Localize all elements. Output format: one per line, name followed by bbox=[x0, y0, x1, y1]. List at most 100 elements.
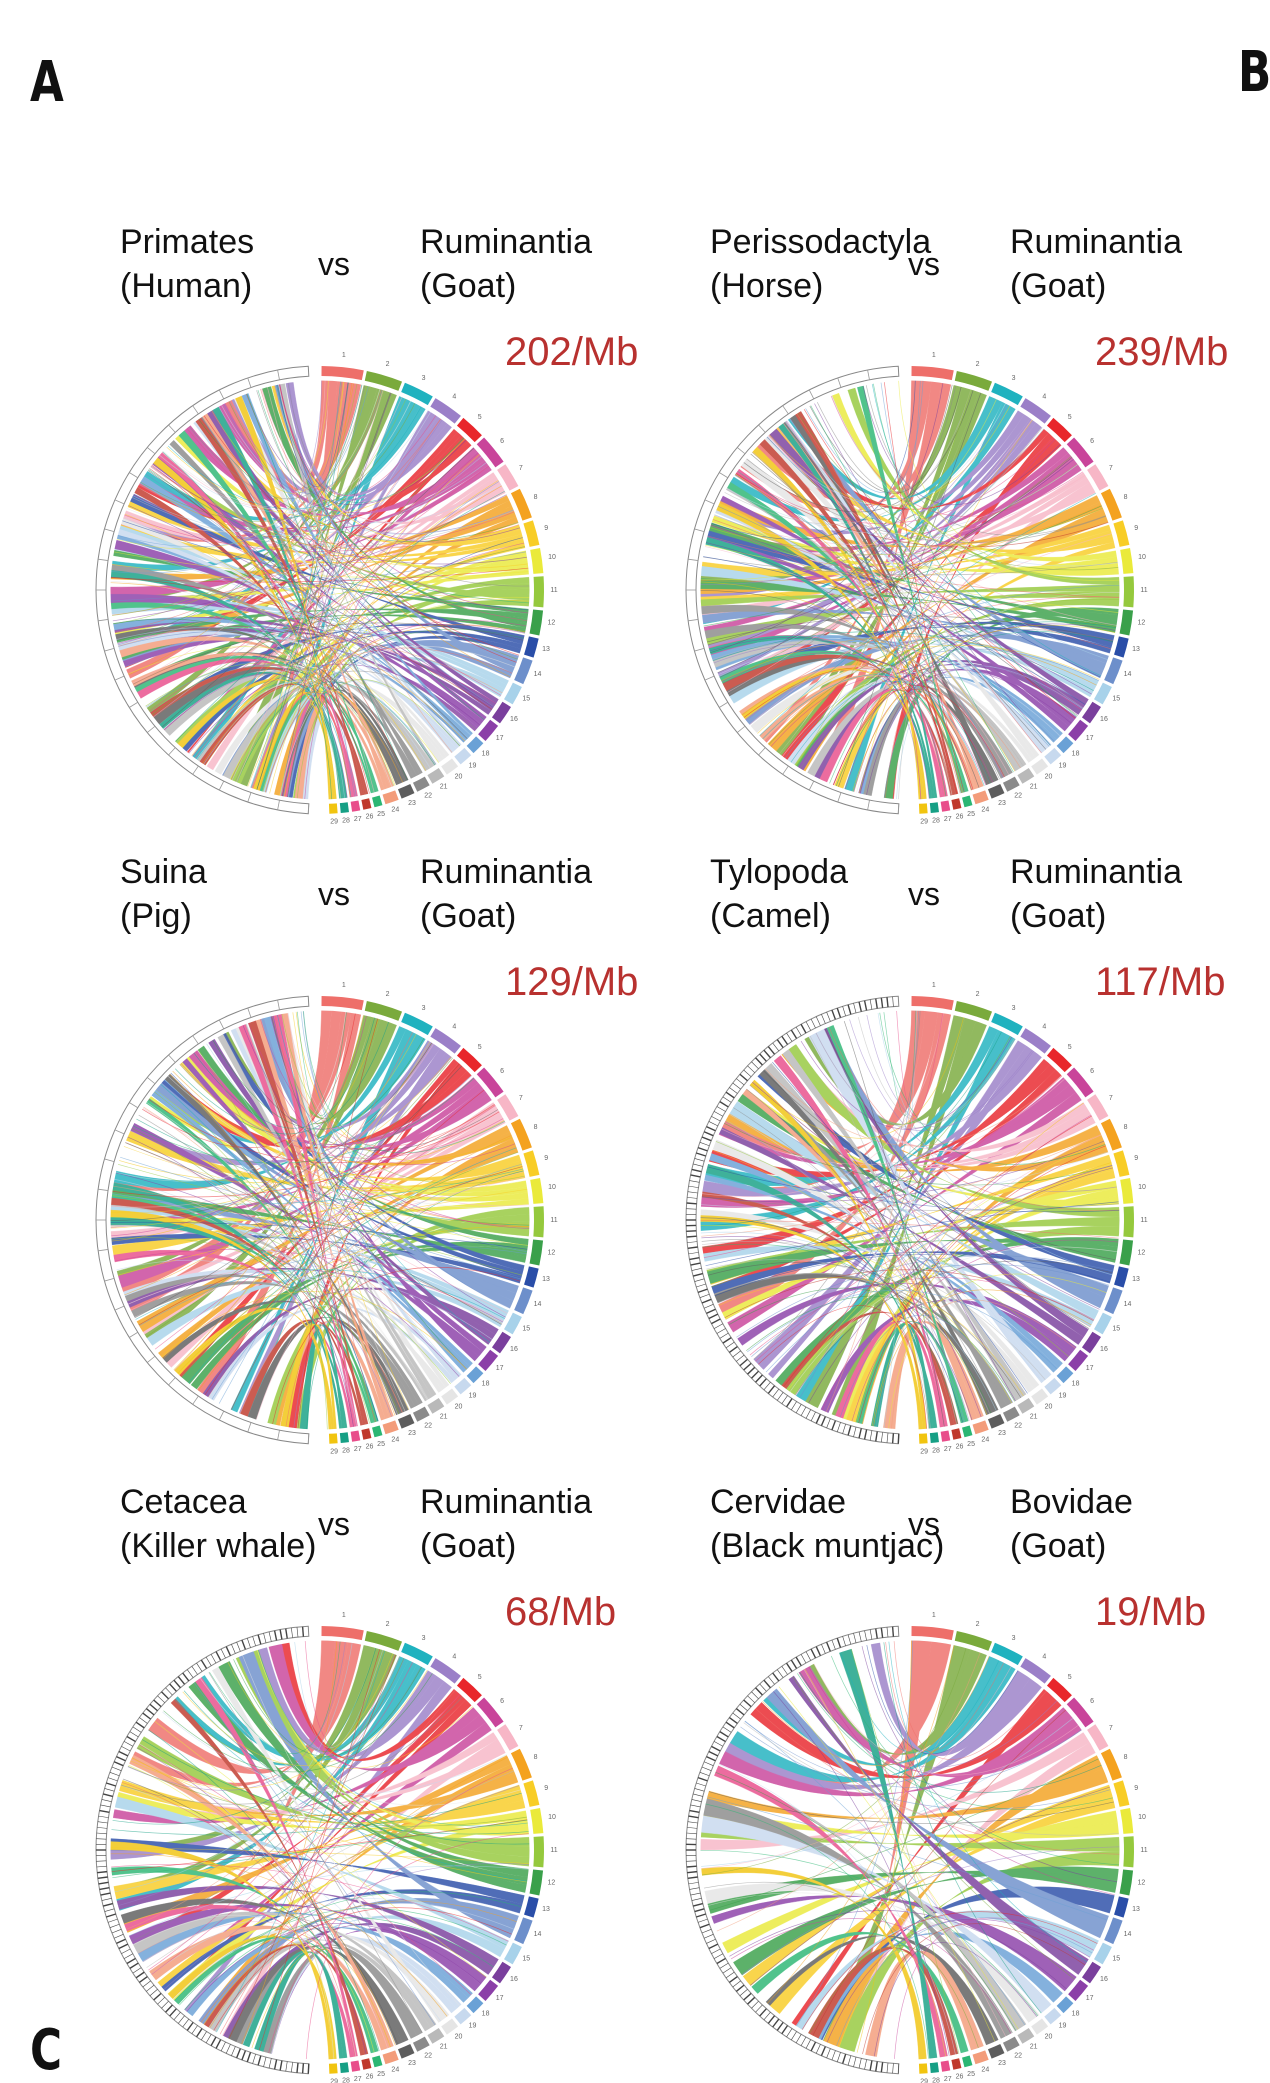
goat-chromosome-segment bbox=[372, 796, 382, 808]
goat-chromosome-tick: 22 bbox=[424, 2052, 432, 2059]
goat-chromosome-segment bbox=[351, 2061, 361, 2072]
goat-chromosome-tick: 23 bbox=[998, 1430, 1006, 1437]
goat-chromosome-tick: 5 bbox=[1068, 414, 1072, 421]
goat-chromosome-tick: 11 bbox=[550, 1217, 557, 1224]
goat-chromosome-segment bbox=[329, 2063, 338, 2073]
goat-chromosome-segment bbox=[372, 1426, 382, 1438]
goat-chromosome-tick: 29 bbox=[330, 819, 338, 826]
goat-chromosome-tick: 7 bbox=[519, 1095, 523, 1102]
goat-chromosome-segment bbox=[361, 2058, 371, 2069]
goat-chromosome-tick: 12 bbox=[1138, 1880, 1146, 1887]
goat-chromosome-tick: 15 bbox=[522, 1326, 530, 1333]
circos-plot: 1234567891011121314151617181920212223242… bbox=[590, 1460, 1210, 2080]
goat-chromosome-tick: 20 bbox=[1045, 1404, 1053, 1411]
goat-chromosome-tick: 4 bbox=[1042, 1023, 1046, 1030]
goat-chromosome-segment bbox=[941, 1431, 951, 1442]
goat-chromosome-tick: 4 bbox=[452, 1023, 456, 1030]
goat-chromosome-tick: 19 bbox=[469, 762, 477, 769]
goat-chromosome-tick: 3 bbox=[422, 375, 426, 382]
goat-chromosome-segment bbox=[329, 803, 338, 813]
goat-chromosome-segment bbox=[1123, 576, 1134, 607]
goat-chromosome-tick: 26 bbox=[956, 1444, 964, 1451]
goat-chromosome-tick: 22 bbox=[424, 792, 432, 799]
goat-chromosome-tick: 28 bbox=[342, 1448, 350, 1455]
goat-chromosome-segment bbox=[919, 1433, 928, 1443]
goat-chromosome-tick: 26 bbox=[956, 814, 964, 821]
goat-chromosome-segment bbox=[1120, 1178, 1133, 1204]
goat-chromosome-tick: 2 bbox=[976, 361, 980, 368]
goat-chromosome-segment bbox=[340, 2062, 349, 2073]
goat-chromosome-tick: 4 bbox=[452, 393, 456, 400]
goat-chromosome-tick: 2 bbox=[386, 991, 390, 998]
goat-chromosome-tick: 11 bbox=[1140, 1847, 1147, 1854]
goat-chromosome-tick: 15 bbox=[1112, 1956, 1120, 1963]
goat-chromosome-tick: 9 bbox=[1134, 525, 1138, 532]
goat-chromosome-segment bbox=[329, 1433, 338, 1443]
goat-chromosome-segment bbox=[530, 610, 544, 636]
goat-chromosome-tick: 24 bbox=[981, 2067, 989, 2074]
goat-chromosome-tick: 15 bbox=[522, 1956, 530, 1963]
goat-chromosome-tick: 7 bbox=[519, 1725, 523, 1732]
goat-chromosome-tick: 21 bbox=[440, 2044, 448, 2051]
circos-plot: 1234567891011121314151617181920212223242… bbox=[0, 200, 620, 820]
goat-chromosome-tick: 5 bbox=[478, 414, 482, 421]
goat-chromosome-segment bbox=[533, 1206, 544, 1237]
goat-chromosome-tick: 8 bbox=[1124, 494, 1128, 501]
circos-plot: 1234567891011121314151617181920212223242… bbox=[590, 200, 1210, 820]
species-chromosome-tick bbox=[687, 1866, 697, 1867]
goat-chromosome-tick: 20 bbox=[1045, 774, 1053, 781]
goat-chromosome-tick: 14 bbox=[534, 1301, 542, 1308]
goat-chromosome-tick: 7 bbox=[519, 465, 523, 472]
goat-chromosome-tick: 18 bbox=[482, 2010, 490, 2017]
goat-chromosome-tick: 13 bbox=[542, 1906, 550, 1913]
goat-chromosome-tick: 1 bbox=[342, 982, 346, 989]
goat-chromosome-segment bbox=[1123, 1206, 1134, 1237]
goat-chromosome-tick: 10 bbox=[548, 554, 556, 561]
goat-chromosome-tick: 5 bbox=[478, 1044, 482, 1051]
goat-chromosome-segment bbox=[930, 802, 939, 813]
goat-chromosome-tick: 28 bbox=[932, 2078, 940, 2083]
goat-chromosome-tick: 18 bbox=[482, 1380, 490, 1387]
goat-chromosome-segment bbox=[340, 802, 349, 813]
goat-chromosome-tick: 29 bbox=[330, 1449, 338, 1456]
goat-chromosome-tick: 4 bbox=[1042, 393, 1046, 400]
goat-chromosome-tick: 16 bbox=[510, 1346, 518, 1353]
goat-chromosome-segment bbox=[973, 2050, 989, 2064]
goat-chromosome-tick: 23 bbox=[998, 800, 1006, 807]
goat-chromosome-tick: 27 bbox=[354, 2076, 362, 2083]
goat-chromosome-tick: 7 bbox=[1109, 1095, 1113, 1102]
goat-chromosome-tick: 5 bbox=[478, 1674, 482, 1681]
goat-chromosome-tick: 18 bbox=[1072, 750, 1080, 757]
goat-chromosome-tick: 11 bbox=[1140, 587, 1147, 594]
goat-chromosome-tick: 17 bbox=[496, 1365, 504, 1372]
goat-chromosome-tick: 24 bbox=[391, 807, 399, 814]
goat-chromosome-tick: 16 bbox=[510, 1976, 518, 1983]
goat-chromosome-segment bbox=[941, 801, 951, 812]
goat-chromosome-tick: 27 bbox=[944, 2076, 952, 2083]
goat-chromosome-tick: 27 bbox=[944, 1446, 952, 1453]
goat-chromosome-tick: 10 bbox=[1138, 1814, 1146, 1821]
panel-label-b: B bbox=[1238, 40, 1270, 105]
goat-chromosome-segment bbox=[530, 1870, 544, 1896]
goat-chromosome-tick: 19 bbox=[469, 1392, 477, 1399]
species-chromosome-tick bbox=[303, 1627, 304, 1637]
goat-chromosome-segment bbox=[1120, 610, 1134, 636]
goat-chromosome-tick: 13 bbox=[1132, 1276, 1140, 1283]
goat-chromosome-tick: 7 bbox=[1109, 465, 1113, 472]
goat-chromosome-segment bbox=[383, 1420, 399, 1434]
goat-chromosome-tick: 20 bbox=[455, 774, 463, 781]
goat-chromosome-tick: 22 bbox=[1014, 792, 1022, 799]
goat-chromosome-tick: 14 bbox=[1124, 1301, 1132, 1308]
goat-chromosome-segment bbox=[962, 2056, 972, 2068]
goat-chromosome-tick: 17 bbox=[1086, 735, 1094, 742]
goat-chromosome-tick: 10 bbox=[1138, 1184, 1146, 1191]
goat-chromosome-tick: 1 bbox=[342, 1612, 346, 1619]
goat-chromosome-tick: 6 bbox=[1090, 1698, 1094, 1705]
goat-chromosome-tick: 12 bbox=[548, 620, 556, 627]
goat-chromosome-tick: 28 bbox=[342, 818, 350, 825]
goat-chromosome-segment bbox=[973, 790, 989, 804]
